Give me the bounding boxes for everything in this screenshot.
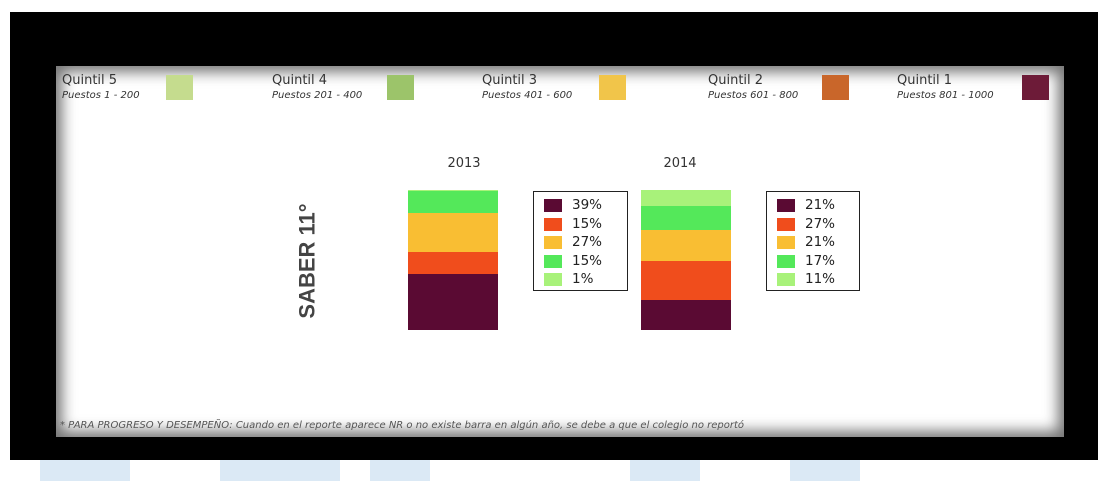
value-label: 1% — [572, 271, 594, 287]
value-swatch — [544, 254, 562, 268]
value-swatch — [777, 254, 795, 268]
bar-segment-quintil-2-2013 — [408, 252, 498, 274]
value-swatch — [777, 273, 795, 286]
legend-swatch — [599, 75, 626, 100]
chart-panel — [50, 60, 1070, 443]
value-box-2014: 21% 27% 21% 17% 11% — [766, 191, 860, 291]
value-swatch — [777, 217, 795, 231]
row-label: SABER 11° — [294, 203, 320, 319]
bar-segment-quintil-1-2013 — [408, 273, 498, 330]
value-swatch — [544, 236, 562, 249]
legend-title: Quintil 1 — [897, 73, 953, 88]
bar-segment-quintil-3-2013 — [408, 213, 498, 253]
value-swatch — [777, 199, 795, 212]
legend-subtitle: Puestos 201 - 400 — [272, 90, 363, 101]
legend-swatch — [387, 75, 414, 100]
value-label: 27% — [572, 234, 603, 250]
value-swatch — [544, 199, 562, 212]
stacked-bar-2013 — [408, 190, 498, 330]
legend-title: Quintil 2 — [708, 73, 764, 88]
bar-segment-quintil-5-2013 — [408, 190, 498, 192]
value-label: 27% — [805, 215, 836, 232]
legend-subtitle: Puestos 401 - 600 — [482, 90, 573, 101]
legend-swatch — [822, 75, 849, 100]
legend-subtitle: Puestos 601 - 800 — [708, 90, 799, 101]
bar-segment-quintil-3-2014 — [641, 230, 731, 261]
value-label: 17% — [805, 252, 836, 269]
year-label-2014: 2014 — [663, 156, 697, 171]
value-label: 21% — [805, 197, 836, 213]
bar-segment-quintil-1-2014 — [641, 299, 731, 330]
value-label: 15% — [572, 215, 603, 232]
value-swatch — [777, 236, 795, 249]
stacked-bar-2014 — [641, 190, 731, 330]
value-label: 15% — [572, 252, 603, 269]
value-swatch — [544, 273, 562, 286]
bar-segment-quintil-5-2014 — [641, 190, 731, 206]
legend-subtitle: Puestos 801 - 1000 — [897, 90, 994, 101]
bar-segment-quintil-4-2013 — [408, 191, 498, 214]
legend-subtitle: Puestos 1 - 200 — [62, 90, 140, 101]
year-label-2013: 2013 — [447, 156, 481, 171]
legend-title: Quintil 5 — [62, 73, 118, 88]
bar-segment-quintil-2-2014 — [641, 260, 731, 300]
legend-title: Quintil 3 — [482, 73, 538, 88]
legend-swatch — [1022, 75, 1049, 100]
legend-title: Quintil 4 — [272, 73, 328, 88]
value-swatch — [544, 217, 562, 231]
legend-swatch — [166, 75, 193, 100]
value-label: 21% — [805, 234, 836, 250]
bar-segment-quintil-4-2014 — [641, 205, 731, 231]
value-label: 11% — [805, 271, 836, 287]
value-label: 39% — [572, 197, 603, 213]
footnote: * PARA PROGRESO Y DESEMPEÑO: Cuando en e… — [60, 420, 745, 431]
value-box-2013: 39% 15% 27% 15% 1% — [533, 191, 628, 291]
